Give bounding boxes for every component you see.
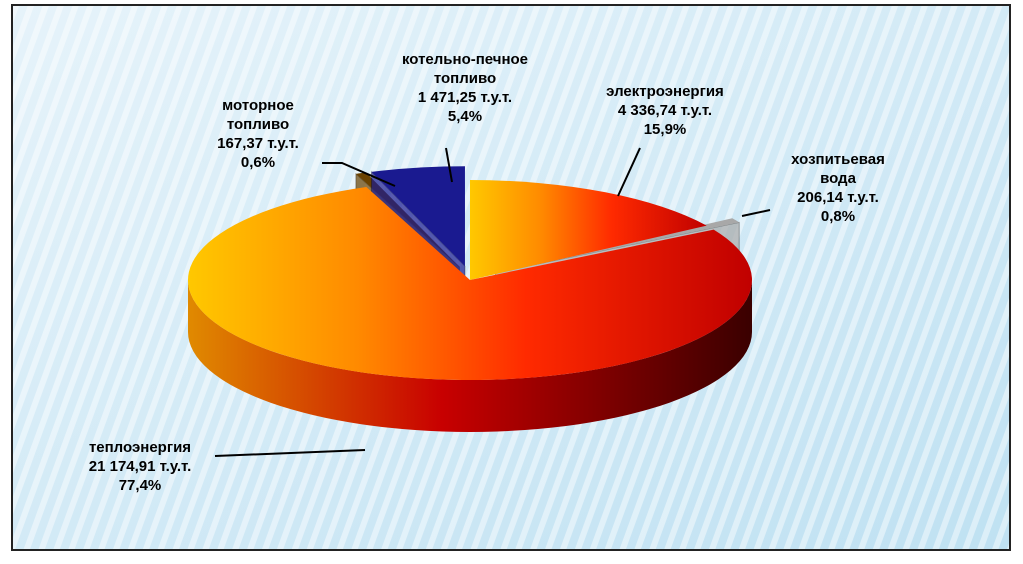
pie-slice (470, 180, 707, 280)
data-label: котельно-печное топливо 1 471,25 т.у.т. 5,… (375, 50, 555, 126)
category-label: моторное топливо (222, 97, 294, 133)
data-label: электроэнергия 4 336,74 т.у.т. 15,9% (565, 82, 765, 139)
category-label: хозпитьевая вода (791, 151, 885, 187)
percent-label: 0,6% (240, 154, 276, 171)
percent-label: 5,4% (447, 108, 483, 125)
value-label: 1 471,25 т.у.т. (417, 89, 513, 106)
leader-line (322, 162, 396, 187)
leader-line (214, 449, 366, 457)
slice-side (188, 280, 752, 432)
data-label: моторное топливо 167,37 т.у.т. 0,6% (198, 96, 318, 172)
percent-label: 77,4% (118, 477, 162, 494)
data-label: теплоэнергия 21 174,91 т.у.т. 77,4% (40, 438, 240, 495)
pie-slice (371, 166, 465, 267)
leader-line (617, 147, 641, 197)
value-label: 21 174,91 т.у.т. (88, 458, 192, 475)
pie-slice (187, 186, 753, 380)
leader-line (445, 147, 453, 183)
value-label: 4 336,74 т.у.т. (617, 102, 713, 119)
percent-label: 15,9% (643, 121, 687, 138)
category-label: котельно-печное топливо (401, 51, 529, 87)
category-label: теплоэнергия (88, 439, 192, 456)
data-label: хозпитьевая вода 206,14 т.у.т. 0,8% (773, 150, 903, 226)
value-label: 206,14 т.у.т. (797, 189, 879, 206)
value-label: 167,37 т.у.т. (217, 135, 299, 152)
leader-line (741, 209, 771, 217)
category-label: электроэнергия (606, 83, 724, 100)
percent-label: 0,8% (820, 208, 856, 225)
